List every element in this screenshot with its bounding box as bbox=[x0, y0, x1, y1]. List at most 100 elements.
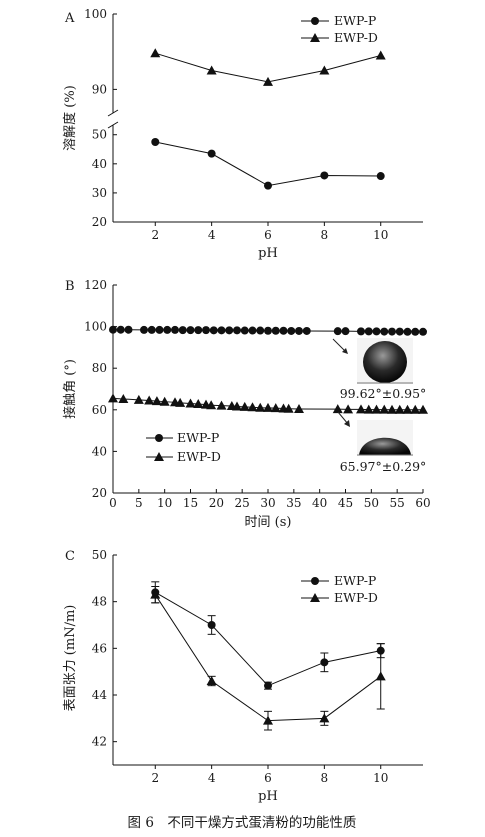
panel-b-ewp-p-point bbox=[403, 327, 412, 336]
panel-a-ewp-p-point bbox=[264, 181, 272, 190]
panel-b-ewp-d-point bbox=[175, 397, 186, 407]
panel-b-ewp-d-point bbox=[270, 403, 281, 413]
panel-b-axes: 0 5 10 15 20 25 30 35 40 45 50 55 60 20 40 60 80 100 120 bbox=[84, 278, 431, 510]
panel-c-ewp-p-point bbox=[207, 621, 216, 629]
panel-b-ewp-d-line bbox=[112, 397, 423, 411]
panel-b-ewp-d-point bbox=[133, 394, 144, 404]
panel-b-ewp-d-point bbox=[418, 404, 428, 414]
droplet-image-d: 65.97°±0.29° bbox=[337, 411, 427, 474]
panel-b-ewp-p-point bbox=[333, 327, 342, 336]
panel-c-x-tick-label: 8 bbox=[321, 771, 329, 785]
panel-b-ewp-d-point bbox=[144, 395, 155, 405]
panel-b-y-tick-label: 20 bbox=[92, 486, 107, 500]
panel-b-ewp-p-point bbox=[178, 326, 187, 335]
panel-b-ewp-d-point bbox=[363, 404, 374, 414]
panel-b-ewp-d-point bbox=[394, 404, 405, 414]
panel-b-ewp-p-point bbox=[186, 326, 195, 335]
panel-c-ewp-p-line bbox=[155, 591, 381, 687]
droplet-d-angle: 65.97°±0.29° bbox=[340, 459, 427, 474]
panel-b-legend: EWP-P EWP-D bbox=[177, 430, 221, 464]
panel-a-legend-d: EWP-D bbox=[334, 30, 378, 45]
panel-b-ewp-d-point bbox=[206, 400, 217, 410]
panel-a-ewp-p-point bbox=[320, 171, 329, 180]
panel-b-ewp-p-point bbox=[155, 325, 164, 334]
droplet-p-arrowhead bbox=[342, 348, 348, 354]
panel-c-ewp-d-point bbox=[150, 589, 161, 599]
panel-b-x-label: 时间 (s) bbox=[245, 515, 292, 530]
droplet-d-drop bbox=[359, 437, 411, 455]
panel-b-ewp-p-point bbox=[124, 325, 133, 334]
panel-a-ewp-d-point bbox=[319, 65, 330, 75]
panel-a-axes: 2 4 6 8 10 20 30 40 50 90 100 bbox=[84, 7, 423, 242]
droplet-p-drop bbox=[363, 341, 407, 383]
panel-b-ewp-p-point bbox=[264, 326, 272, 335]
panel-a-legend-p: EWP-P bbox=[334, 13, 376, 28]
panel-c-y-label: 表面张力 (mN/m) bbox=[63, 605, 78, 712]
panel-b-legend-marker-d bbox=[154, 452, 164, 461]
panel-b-y-label: 接触角 (°) bbox=[62, 359, 78, 419]
panel-a-y-label: 溶解度 (%) bbox=[62, 85, 78, 151]
panel-b-ewp-p-point bbox=[388, 327, 396, 336]
panel-b-ewp-d-point bbox=[159, 396, 170, 406]
panel-b-ewp-p-point bbox=[240, 326, 249, 335]
panel-c-x-tick-label: 4 bbox=[208, 771, 216, 785]
panel-b-ewp-d-point bbox=[356, 404, 366, 414]
panel-b-ewp-d-point bbox=[118, 393, 129, 403]
panel-c-x-tick-label: 10 bbox=[373, 771, 388, 785]
panel-c-ewp-d-point bbox=[263, 715, 273, 725]
droplet-d-arrowhead bbox=[344, 420, 350, 427]
panel-b-ewp-p-point bbox=[279, 326, 288, 335]
panel-b-legend-p: EWP-P bbox=[177, 430, 219, 445]
panel-b-y-tick-label: 120 bbox=[84, 278, 107, 292]
panel-a-legend-marker-d bbox=[310, 33, 320, 42]
panel-b-ewp-p-point bbox=[248, 326, 257, 335]
panel-b-legend-d: EWP-D bbox=[177, 449, 221, 464]
panel-b-x-tick-label: 50 bbox=[364, 496, 379, 510]
panel-b-ewp-d-point bbox=[216, 400, 227, 410]
panel-c-y-tick-label: 46 bbox=[92, 641, 107, 655]
panel-b-marks bbox=[108, 325, 428, 461]
panel-b-y-tick-label: 40 bbox=[92, 444, 107, 458]
panel-a-y-tick-label: 100 bbox=[84, 7, 107, 21]
panel-b-ewp-p-point bbox=[163, 325, 172, 334]
panel-b-ewp-p-point bbox=[209, 326, 218, 335]
panel-b-ewp-d-point bbox=[371, 404, 382, 414]
panel-a-ewp-p-line bbox=[155, 141, 381, 187]
panel-b-ewp-p-point bbox=[225, 326, 234, 335]
panel-b-ewp-d-point bbox=[193, 398, 204, 408]
panel-b-ewp-p-point bbox=[256, 326, 265, 335]
panel-a-ewp-p-point bbox=[151, 138, 160, 146]
panel-a-marks bbox=[150, 17, 386, 190]
panel-b-ewp-p-point bbox=[341, 327, 350, 336]
panel-b-ewp-p-point bbox=[116, 325, 125, 334]
panel-a-ewp-p-point bbox=[207, 149, 216, 158]
panel-a-legend-marker-p bbox=[311, 17, 319, 25]
panel-c-x-tick-label: 6 bbox=[264, 771, 272, 785]
panel-a-x-tick-label: 2 bbox=[151, 228, 159, 242]
panel-c-legend: EWP-P EWP-D bbox=[334, 573, 378, 605]
panel-b-x-tick-label: 60 bbox=[415, 496, 430, 510]
panel-a-ewp-d-point bbox=[206, 65, 217, 75]
panel-b: B 0 5 10 15 20 25 30 35 40 45 50 55 60 20 40 60 80 100 120… bbox=[62, 278, 431, 530]
panel-c-y-tick-label: 42 bbox=[92, 735, 107, 749]
panel-a-ewp-d-point bbox=[150, 48, 161, 58]
panel-c-y-tick-label: 48 bbox=[92, 595, 107, 609]
panel-c-ewp-p-point bbox=[264, 681, 272, 690]
panel-b-ewp-d-point bbox=[410, 404, 421, 414]
panel-b-ewp-d-point bbox=[263, 402, 273, 412]
panel-b-ewp-d-point bbox=[108, 393, 118, 403]
panel-b-x-tick-label: 30 bbox=[260, 496, 275, 510]
panel-b-ewp-p-point bbox=[302, 326, 311, 335]
panel-c-marks bbox=[150, 577, 386, 731]
panel-b-ewp-p-point bbox=[217, 326, 226, 335]
panel-c-ewp-p-point bbox=[320, 658, 329, 667]
panel-a-y-tick-label: 90 bbox=[92, 82, 107, 96]
panel-a-legend: EWP-P EWP-D bbox=[334, 13, 378, 45]
panel-b-ewp-p-point bbox=[395, 327, 404, 336]
panel-c-y-tick-label: 44 bbox=[92, 688, 108, 702]
panel-a-y-tick-label: 40 bbox=[92, 157, 107, 171]
panel-b-ewp-d-point bbox=[332, 404, 343, 414]
panel-b-ewp-p-point bbox=[372, 327, 381, 336]
